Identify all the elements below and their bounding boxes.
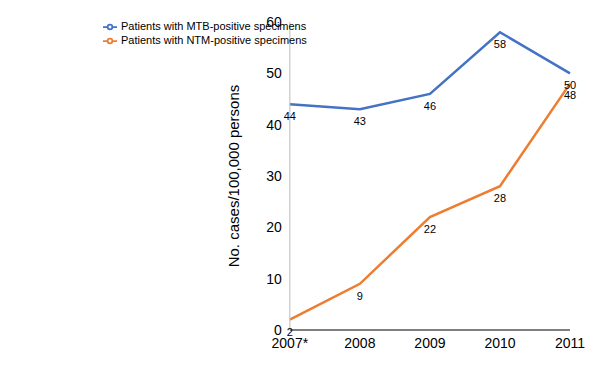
svg-text:50: 50 — [266, 65, 282, 81]
svg-text:20: 20 — [266, 219, 282, 235]
svg-text:44: 44 — [284, 110, 296, 122]
svg-text:43: 43 — [354, 115, 366, 127]
svg-text:2011: 2011 — [555, 335, 585, 351]
svg-text:2008: 2008 — [344, 335, 375, 351]
svg-text:No. cases/100,000 persons: No. cases/100,000 persons — [225, 85, 242, 268]
svg-text:2009: 2009 — [414, 335, 445, 351]
svg-text:0: 0 — [274, 322, 282, 338]
svg-text:58: 58 — [494, 38, 506, 50]
svg-text:22: 22 — [424, 223, 436, 235]
svg-text:46: 46 — [424, 100, 436, 112]
svg-text:2: 2 — [287, 326, 293, 338]
svg-text:48: 48 — [564, 89, 576, 101]
svg-text:30: 30 — [266, 168, 282, 184]
svg-text:40: 40 — [266, 117, 282, 133]
svg-text:60: 60 — [266, 14, 282, 30]
svg-text:10: 10 — [266, 271, 282, 287]
svg-text:2010: 2010 — [484, 335, 515, 351]
svg-text:9: 9 — [357, 290, 363, 302]
svg-text:28: 28 — [494, 192, 506, 204]
